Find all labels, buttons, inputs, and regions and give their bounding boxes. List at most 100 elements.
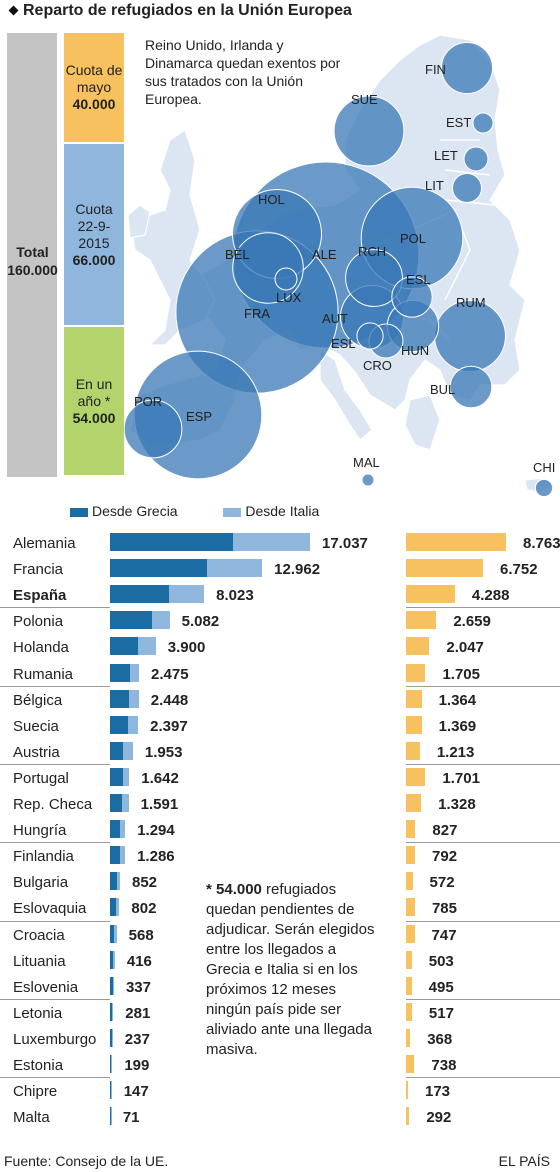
bubble-suecia [333,95,405,167]
bar-greece [110,689,129,708]
bubbles [123,41,554,498]
bar-greece [110,637,139,656]
total-value: 852 [132,874,158,892]
country-name: Alemania [13,535,76,552]
map-label-13: FRA [244,306,270,321]
map-label-20: ESP [186,409,212,424]
map-label-10: ESL [406,272,431,287]
map-label-7: ALE [312,247,337,262]
bar-greece [110,846,120,865]
may-quota-value: 2.047 [446,639,484,657]
may-quota-value: 4.288 [471,587,510,605]
may-quota-value: 738 [431,1057,457,1074]
row-separator [0,685,110,687]
bubble-eslovaquia [391,276,433,318]
bar-greece [110,585,169,604]
table-row: Suecia 2.397 1.369 [0,713,560,739]
source: Fuente: Consejo de la UE. [4,1153,169,1169]
may-quota-value: 1.705 [442,665,480,683]
may-quota-value: 1.701 [442,769,480,787]
bar-may-quota [406,1028,411,1047]
legend-swatch-italy [223,507,242,517]
bar-italy [152,611,170,630]
table-row: Portugal 1.642 1.701 [0,765,560,791]
bubble-repcheca [345,249,403,307]
country-name: Letonia [13,1004,63,1022]
bar-may-quota [406,1081,408,1100]
country-name: Francia [13,561,64,579]
bar-italy [122,767,130,786]
bar-italy [112,976,114,995]
brand: EL PAÍS [498,1153,550,1169]
country-name: Chipre [13,1083,58,1101]
bar-italy [111,1028,113,1047]
map-label-21: MAL [353,455,380,470]
may-quota-value: 517 [428,1004,454,1022]
legend-greece: Desde Grecia [92,503,178,519]
country-name: Croacia [13,926,65,944]
bar-may-quota [406,924,415,943]
map-label-4: LIT [425,178,444,193]
map-label-0: FIN [425,62,446,77]
country-name: Finlandia [13,848,74,866]
row-separator [0,998,110,1000]
legend-swatch-greece [70,507,88,517]
bar-may-quota [406,663,426,682]
map-label-1: SUE [351,92,378,107]
table-row: Croacia 568 747 [0,922,560,948]
bar-may-quota [406,898,415,917]
total-value: 1.642 [141,769,179,787]
bubble-eslovenia [356,322,384,350]
may-quota-value: 503 [428,952,454,970]
may-quota-value: 792 [432,848,458,866]
table-row: Austria 1.953 1.213 [0,739,560,765]
country-name: Bulgaria [13,874,69,892]
may-quota-value: 495 [428,978,454,996]
bar-greece [110,976,113,995]
may-quota-value: 785 [431,900,457,918]
row-separator [406,998,560,1000]
row-separator [406,685,560,687]
bar-may-quota [406,585,455,604]
bar-may-quota [406,689,422,708]
total-label: Total 160.000 [7,244,58,278]
table-row: Luxemburgo 237 368 [0,1026,560,1052]
total-value: 1.591 [140,796,179,813]
total-value: 3.900 [167,639,206,657]
quota-segment-value: 54.000 [72,409,116,426]
quota-segment-value: 66.000 [72,251,116,268]
total-value: 199 [124,1057,150,1074]
bar-italy [119,846,126,865]
row-separator [406,763,560,765]
map-note: Reino Unido, Irlanda y Dinamarca quedan … [145,37,341,107]
bar-greece [110,924,115,943]
may-quota-value: 572 [429,874,455,892]
total-value: 416 [126,952,152,970]
may-quota-value: 292 [426,1109,452,1127]
bubble-rumania [434,300,506,372]
bar-may-quota [406,533,506,551]
row-separator [0,607,110,609]
quota-segment-0: Cuota de mayo 40.000 [64,33,124,142]
total-value: 8.023 [216,587,254,605]
bar-greece [110,611,153,630]
table-row: Finlandia 1.286 792 [0,843,560,869]
bar-greece [110,794,122,812]
bar-may-quota [406,976,412,995]
may-quota-value: 368 [427,1030,453,1048]
country-name: Lituania [13,952,66,970]
table-row: Rep. Checa 1.591 1.328 [0,791,560,817]
may-quota-value: 1.213 [436,743,475,761]
bar-italy [114,924,117,943]
may-quota-value: 1.328 [438,796,476,813]
bubble-finlandia [440,41,494,95]
bar-may-quota [406,611,437,630]
quota-segment-label: En un año * [75,375,113,409]
bubble-chipre [534,478,554,498]
bar-italy [111,1002,114,1021]
table-row: Eslovenia 337 495 [0,974,560,1000]
bar-greece [110,950,114,969]
row-separator [406,842,560,844]
may-quota-value: 747 [431,926,457,944]
table-row: España 8.023 4.288 [0,582,560,608]
